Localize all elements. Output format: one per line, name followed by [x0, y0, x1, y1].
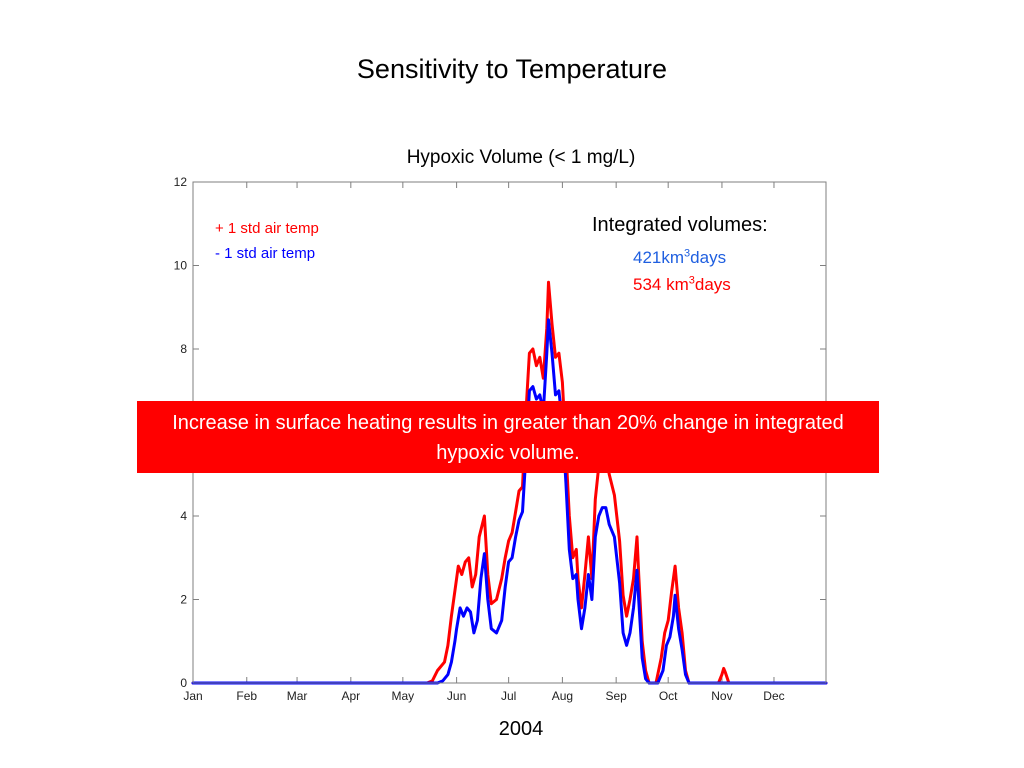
x-tick-label: Jun [447, 689, 466, 703]
slide-title: Sensitivity to Temperature [356, 54, 668, 84]
x-tick-label: Aug [552, 689, 573, 703]
integrated-volume-plus-unit: days [694, 275, 731, 294]
integrated-volume-minus-unit: days [690, 248, 727, 267]
integrated-volumes-heading: Integrated volumes: [592, 214, 768, 236]
chart-title: Hypoxic Volume (< 1 mg/L) [406, 147, 636, 168]
x-tick-label: Jan [183, 689, 202, 703]
y-tick-label: 10 [174, 259, 188, 273]
legend-minus-temp: - 1 std air temp [215, 245, 316, 262]
series-lines [191, 280, 828, 685]
x-tick-label: Oct [659, 689, 678, 703]
x-tick-label: Mar [287, 689, 308, 703]
x-tick-label: Sep [605, 689, 627, 703]
series-line-plus-temp [191, 280, 828, 685]
integrated-volume-plus-superscript: 3 [688, 274, 695, 287]
x-tick-label: Dec [763, 689, 784, 703]
x-tick-label: May [392, 689, 415, 703]
y-tick-label: 8 [180, 342, 187, 356]
integrated-volume-plus-number: 534 km [633, 275, 689, 294]
integrated-volume-minus: 421km3days [633, 247, 726, 269]
y-tick-label: 0 [180, 676, 187, 690]
integrated-volume-plus: 534 km3days [633, 274, 731, 296]
x-tick-label: Jul [501, 689, 516, 703]
x-tick-label: Feb [236, 689, 257, 703]
callout-box: Increase in surface heating results in g… [137, 401, 879, 473]
x-axis-label: 2004 [498, 718, 544, 740]
integrated-volume-minus-superscript: 3 [684, 247, 691, 260]
integrated-volume-minus-number: 421km [633, 248, 685, 267]
x-tick-label: Nov [711, 689, 732, 703]
legend-plus-temp: + 1 std air temp [215, 220, 319, 237]
y-tick-label: 4 [180, 509, 187, 523]
y-tick-label: 2 [180, 593, 187, 607]
x-tick-label: Apr [341, 689, 360, 703]
series-line-minus-temp [191, 318, 828, 685]
y-tick-label: 12 [174, 175, 188, 189]
